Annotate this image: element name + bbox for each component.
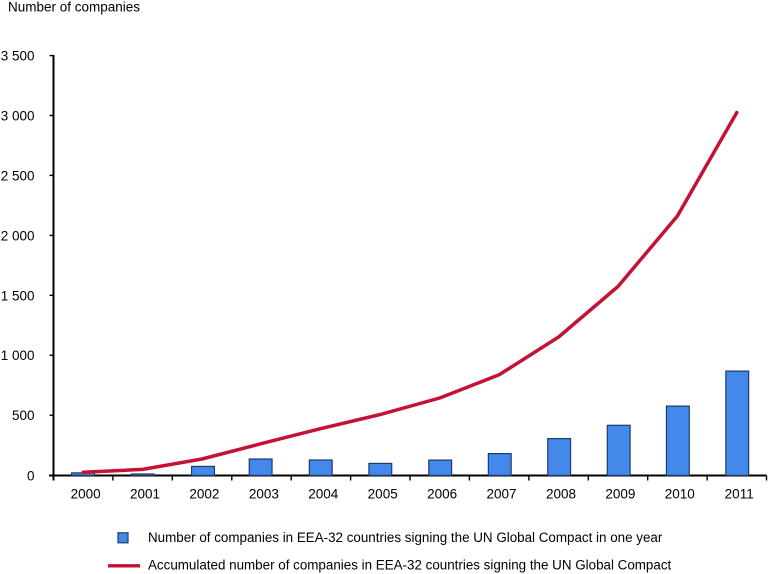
svg-text:500: 500 (12, 408, 35, 423)
svg-text:Number of companies: Number of companies (8, 0, 140, 14)
svg-text:2010: 2010 (665, 486, 695, 501)
svg-text:2006: 2006 (427, 486, 457, 501)
svg-text:2 500: 2 500 (1, 169, 35, 184)
svg-text:2001: 2001 (130, 486, 160, 501)
svg-text:1 500: 1 500 (1, 288, 35, 303)
svg-text:Accumulated number of companie: Accumulated number of companies in EEA-3… (148, 558, 672, 573)
svg-text:2000: 2000 (71, 486, 101, 501)
svg-text:2 000: 2 000 (1, 228, 35, 243)
svg-text:2003: 2003 (249, 486, 279, 501)
svg-text:2009: 2009 (605, 486, 635, 501)
svg-text:2002: 2002 (189, 486, 219, 501)
svg-text:Number of companies in EEA-32: Number of companies in EEA-32 countries … (148, 530, 663, 545)
svg-text:0: 0 (27, 469, 35, 484)
svg-text:2005: 2005 (368, 486, 398, 501)
svg-text:2011: 2011 (725, 486, 754, 501)
svg-text:2008: 2008 (546, 486, 576, 501)
svg-text:2004: 2004 (308, 486, 339, 501)
svg-text:3 500: 3 500 (1, 49, 35, 64)
svg-text:3 000: 3 000 (1, 109, 35, 124)
svg-text:2007: 2007 (486, 486, 516, 501)
svg-text:1 000: 1 000 (1, 348, 35, 363)
